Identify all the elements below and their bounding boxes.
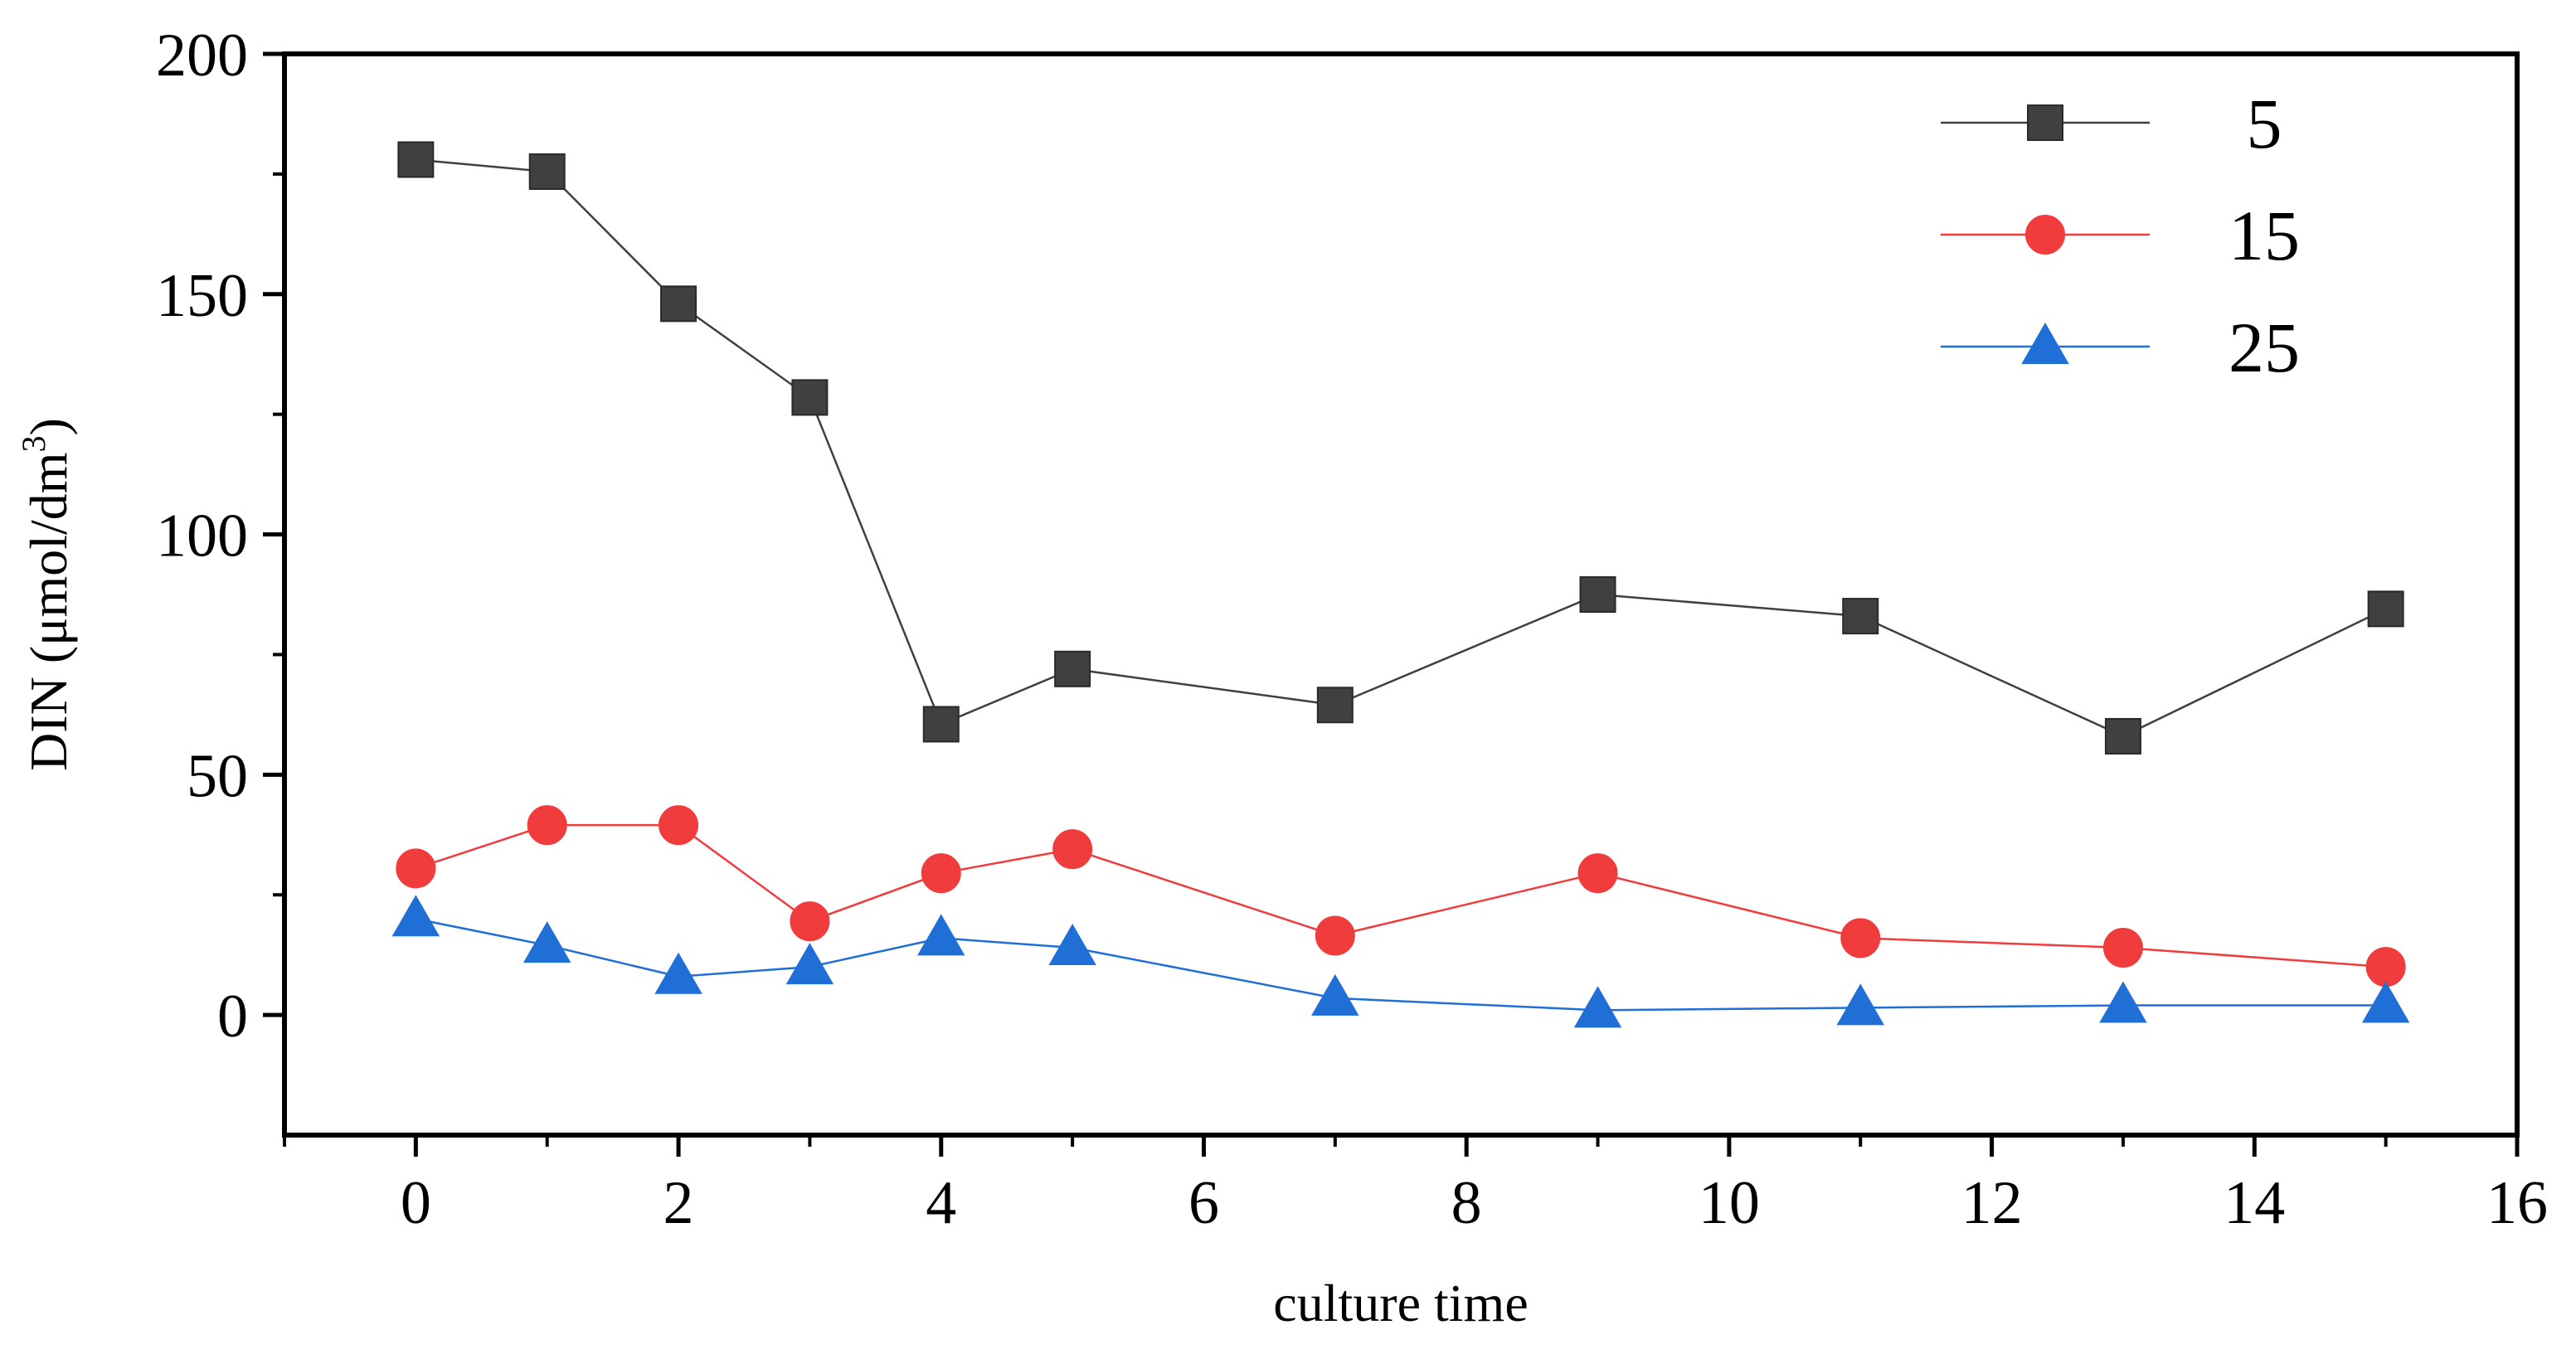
data-point-square: [922, 706, 960, 743]
data-point-square: [660, 285, 697, 323]
series-25: [391, 895, 2410, 1028]
x-tick-label: 16: [2486, 1169, 2548, 1237]
x-tick-label: 12: [1961, 1169, 2023, 1237]
data-point-triangle: [2361, 981, 2410, 1023]
data-point-square: [2104, 717, 2141, 755]
legend-marker-square: [2027, 104, 2063, 141]
data-point-square: [1842, 598, 1879, 635]
data-point-circle: [2102, 927, 2143, 968]
data-point-circle: [921, 853, 961, 894]
legend-label: 5: [2247, 84, 2282, 163]
y-tick-label: 150: [156, 262, 248, 330]
data-point-circle: [659, 805, 699, 846]
data-point-square: [1054, 650, 1091, 687]
x-tick-label: 10: [1699, 1169, 1760, 1237]
y-tick-label: 50: [187, 742, 248, 810]
data-point-circle: [1577, 853, 1618, 894]
data-point-triangle: [1573, 986, 1622, 1028]
data-point-circle: [527, 805, 567, 846]
data-point-circle: [1840, 918, 1881, 958]
series-5: [397, 141, 2404, 755]
data-point-square: [791, 379, 829, 416]
data-point-circle: [790, 901, 830, 942]
data-point-triangle: [654, 952, 702, 994]
data-point-triangle: [1311, 973, 1359, 1016]
data-point-circle: [1315, 915, 1355, 956]
y-axis-title-superscript: 3: [15, 435, 52, 452]
x-tick-label: 14: [2224, 1169, 2285, 1237]
data-point-triangle: [785, 943, 834, 985]
data-point-triangle: [522, 921, 571, 963]
data-point-triangle: [917, 914, 965, 956]
y-axis-title-main: DIN (μmol/dm: [19, 452, 78, 771]
y-tick-label: 0: [217, 983, 248, 1051]
data-point-square: [2367, 590, 2404, 628]
x-tick-label: 8: [1451, 1169, 1482, 1237]
x-tick-label: 0: [401, 1169, 431, 1237]
data-point-circle: [2365, 947, 2406, 988]
x-axis-ticks: 0 2 4 6 8 10 12 14 16: [283, 1135, 2548, 1237]
plot-frame: [282, 51, 2520, 1138]
data-point-square: [1316, 687, 1354, 724]
data-point-square: [528, 153, 566, 190]
y-tick-label: 100: [156, 502, 248, 570]
legend-marker-circle: [2025, 215, 2065, 255]
x-axis-title: culture time: [1273, 1274, 1528, 1332]
data-point-triangle: [1836, 983, 1884, 1026]
x-tick-label: 6: [1188, 1169, 1219, 1237]
data-point-triangle: [1048, 923, 1096, 965]
data-point-triangle: [391, 895, 440, 937]
legend: 5 15 25: [1941, 84, 2300, 387]
y-tick-label: 200: [156, 22, 248, 90]
legend-label: 15: [2228, 196, 2300, 275]
data-point-circle: [396, 848, 436, 889]
data-point-square: [1579, 576, 1616, 613]
x-tick-label: 2: [663, 1169, 694, 1237]
data-point-triangle: [2099, 981, 2147, 1023]
data-point-square: [397, 141, 435, 178]
series-layer: [391, 141, 2410, 1028]
series-15: [396, 805, 2406, 988]
y-axis-title-close: ): [19, 418, 78, 435]
data-point-circle: [1052, 829, 1093, 870]
legend-label: 25: [2228, 308, 2300, 387]
x-tick-label: 4: [926, 1169, 956, 1237]
legend-marker-triangle: [2021, 322, 2069, 364]
y-axis-ticks: 0 50 100 150 200: [156, 22, 284, 1051]
y-axis-title: DIN (μmol/dm3): [15, 418, 78, 771]
